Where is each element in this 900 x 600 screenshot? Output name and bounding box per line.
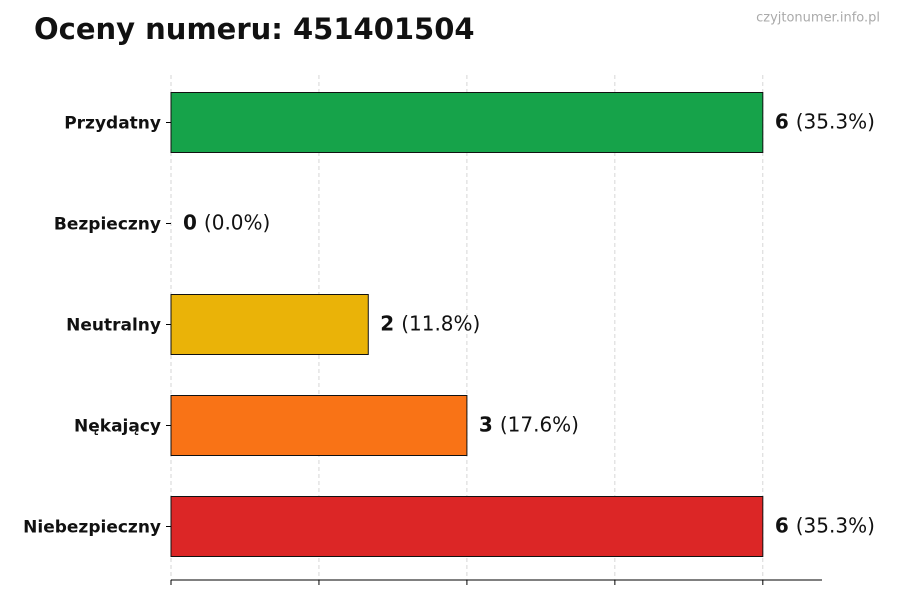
y-tick-label: Nękający xyxy=(74,417,161,437)
value-number: 6 xyxy=(775,109,789,133)
bar xyxy=(170,294,369,355)
y-tick-label: Przydatny xyxy=(64,114,161,134)
value-number: 3 xyxy=(479,412,493,436)
value-label: 2 (11.8%) xyxy=(380,311,480,335)
value-percent: (35.3%) xyxy=(796,109,875,133)
value-label: 3 (17.6%) xyxy=(479,412,579,436)
chart-title: Oceny numeru: 451401504 xyxy=(34,12,475,46)
bar xyxy=(170,92,764,153)
bar xyxy=(170,395,468,456)
value-label: 0 (0.0%) xyxy=(183,210,270,234)
value-number: 6 xyxy=(775,513,789,537)
value-label: 6 (35.3%) xyxy=(775,109,875,133)
value-percent: (17.6%) xyxy=(500,412,579,436)
y-tick-label: Neutralny xyxy=(66,316,161,336)
value-label: 6 (35.3%) xyxy=(775,513,875,537)
value-percent: (35.3%) xyxy=(796,513,875,537)
value-percent: (11.8%) xyxy=(401,311,480,335)
value-number: 2 xyxy=(380,311,394,335)
y-tick-label: Bezpieczny xyxy=(54,215,161,235)
value-number: 0 xyxy=(183,210,197,234)
y-tick-label: Niebezpieczny xyxy=(23,518,161,538)
watermark: czyjtonumer.info.pl xyxy=(756,11,880,26)
value-percent: (0.0%) xyxy=(204,210,270,234)
bar xyxy=(170,496,764,557)
